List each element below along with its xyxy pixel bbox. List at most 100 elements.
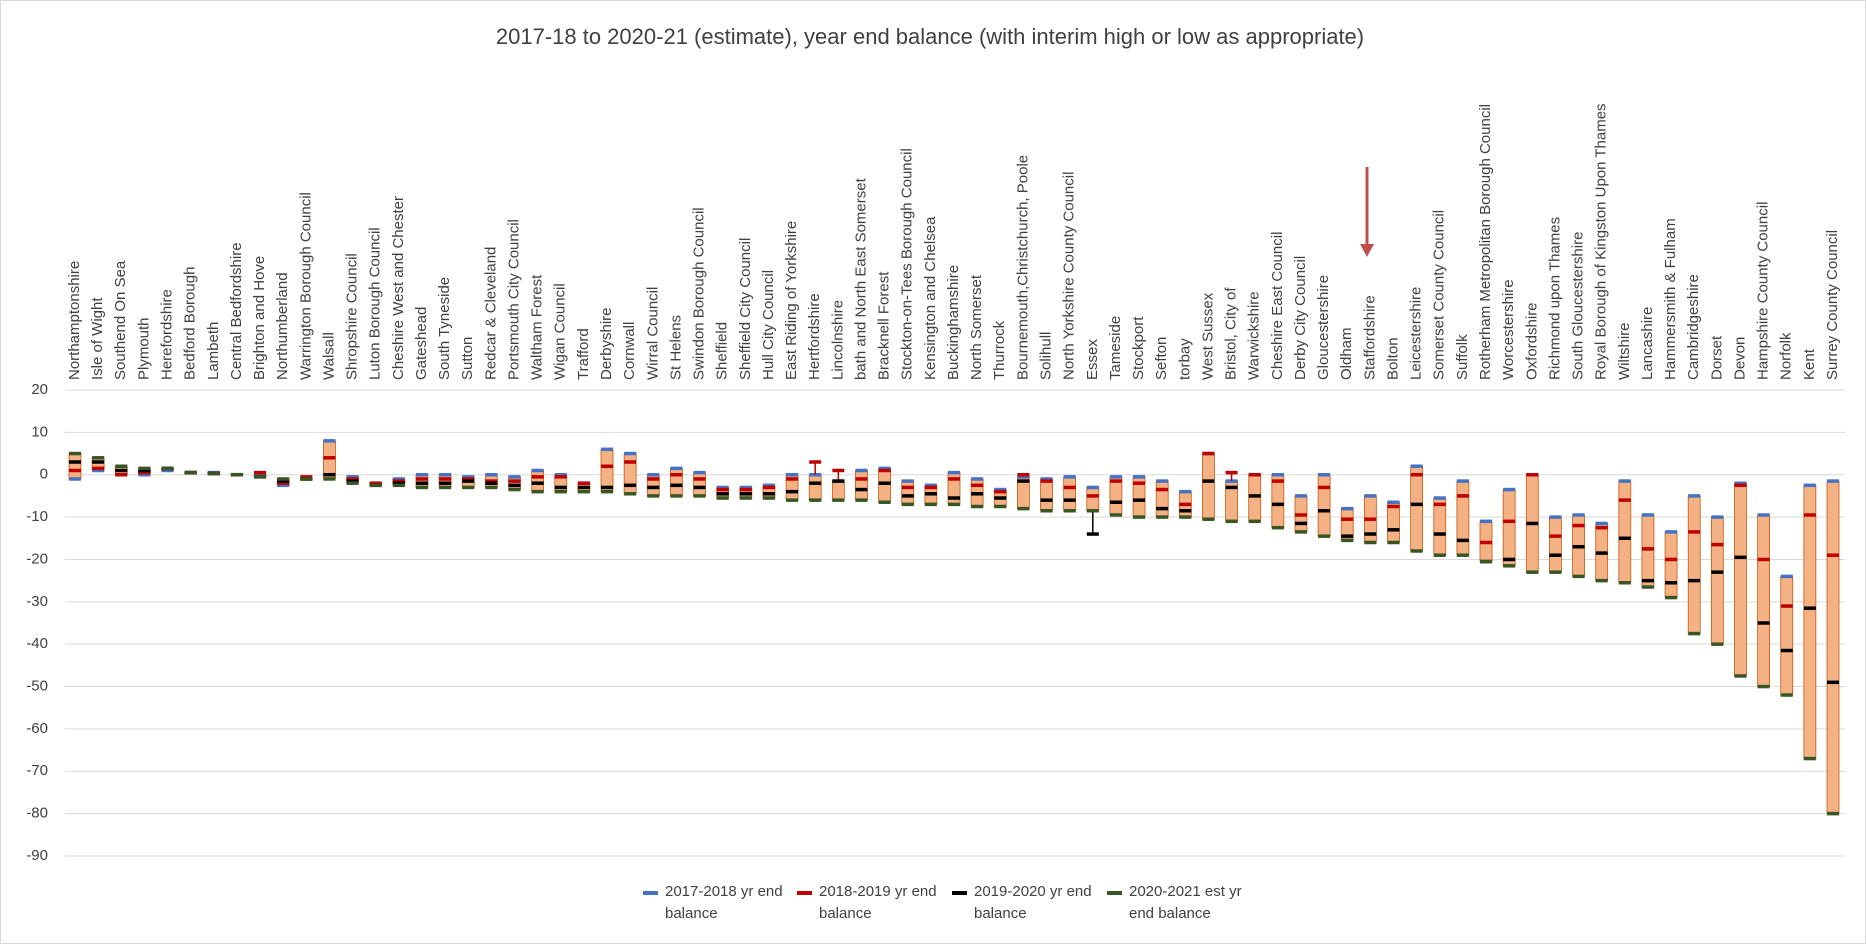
x-tick-label: North Yorkshire County Council <box>1061 172 1078 380</box>
bar <box>1710 516 1724 645</box>
y-tick-label: -10 <box>26 508 48 525</box>
y-tick-label: -50 <box>26 678 48 695</box>
x-tick-label: Redcar & Cleveland <box>482 247 499 380</box>
bar <box>1664 531 1678 598</box>
legend-item: 2018-2019 yr end balance <box>797 881 939 925</box>
x-tick-label: Bristol, City of <box>1223 287 1240 380</box>
bar <box>901 480 915 505</box>
y-tick-label: -20 <box>26 550 48 567</box>
x-tick-label: Sefton <box>1153 337 1170 380</box>
legend-swatch <box>797 891 812 895</box>
bar <box>1502 489 1516 567</box>
x-tick-label: Hammersmith & Fulham <box>1662 218 1679 380</box>
x-tick-label: North Somerset <box>968 274 985 380</box>
x-tick-label: Brighton and Hove <box>251 256 268 380</box>
bar <box>1803 484 1817 759</box>
legend-item: 2020-2021 est yr end balance <box>1107 881 1249 925</box>
x-tick-label: Walsall <box>320 332 337 380</box>
bar <box>1040 478 1053 512</box>
x-tick-label: Worcestershire <box>1500 279 1517 380</box>
bar <box>1687 495 1701 634</box>
y-tick-label: -40 <box>26 635 48 652</box>
x-tick-label: Warrington Borough Council <box>297 192 314 380</box>
x-tick-label: Swindon Borough Council <box>691 207 708 380</box>
x-tick-label: bath and North East Somerset <box>852 177 869 380</box>
x-tick-label: Northamptonshire <box>66 261 83 380</box>
x-tick-label: Surrey County Council <box>1824 230 1841 380</box>
x-tick-label: Warwickshire <box>1246 291 1263 380</box>
x-tick-label: Bracknell Forest <box>876 271 893 380</box>
x-tick-label: Somerset County Council <box>1431 210 1448 380</box>
bar <box>1155 480 1169 518</box>
x-tick-label: Stockton-on-Tees Borough Council <box>899 148 916 380</box>
bar <box>1387 501 1400 543</box>
x-tick-label: Luton Borough Council <box>367 227 384 380</box>
x-tick-label: Stockport <box>1130 316 1147 380</box>
x-tick-label: Lambeth <box>205 322 222 380</box>
x-tick-label: Essex <box>1084 339 1101 380</box>
x-tick-label: Wiltshire <box>1616 322 1633 380</box>
x-tick-label: Bolton <box>1384 337 1401 380</box>
bar <box>600 448 614 493</box>
y-tick-label: 0 <box>40 466 48 483</box>
x-tick-label: Solihull <box>1037 332 1054 380</box>
bar <box>68 453 82 480</box>
x-tick-label: Suffolk <box>1454 334 1471 380</box>
x-tick-label: Devon <box>1731 337 1748 380</box>
x-tick-label: Leicestershire <box>1408 287 1425 380</box>
x-tick-label: Portsmouth City Council <box>505 219 522 380</box>
legend-swatch <box>1107 891 1122 895</box>
x-tick-label: Southend On Sea <box>112 260 129 380</box>
x-tick-label: South Tyneside <box>436 277 453 380</box>
y-tick-label: 10 <box>31 423 48 440</box>
x-tick-label: Cheshire East Council <box>1269 232 1286 380</box>
bar <box>1641 514 1655 588</box>
x-tick-label: Sheffield <box>714 322 731 380</box>
bar <box>1410 465 1424 552</box>
bar <box>1757 514 1771 687</box>
x-tick-label: Oldham <box>1338 327 1355 380</box>
x-tick-label: West Sussex <box>1199 292 1216 380</box>
chart-title: 2017-18 to 2020-21 (estimate), year end … <box>496 24 1364 49</box>
x-tick-label: Bournemouth,Christchurch, Poole <box>1014 155 1031 380</box>
bar <box>670 467 683 497</box>
bar <box>1086 487 1100 512</box>
x-tick-label: Shropshire Council <box>344 253 361 380</box>
bar <box>1549 516 1562 573</box>
x-tick-label: Royal Borough of Kingston Upon Thames <box>1593 103 1610 380</box>
y-tick-label: -30 <box>26 593 48 610</box>
bar <box>1202 453 1215 520</box>
legend-label: 2017-2018 yr end balance <box>665 883 783 922</box>
legend-item: 2019-2020 yr end balance <box>952 881 1094 925</box>
x-tick-label: Waltham Forest <box>529 274 546 380</box>
legend-item: 2017-2018 yr end balance <box>643 881 785 925</box>
x-tick-label: Tameside <box>1107 316 1124 380</box>
x-tick-label: Cornwall <box>621 322 638 380</box>
x-tick-label: Thurrock <box>991 320 1008 380</box>
x-tick-label: Plymouth <box>135 317 152 380</box>
legend-label: 2019-2020 yr end balance <box>974 883 1092 922</box>
x-tick-label: Richmond upon Thames <box>1546 217 1563 380</box>
x-tick-label: Buckinghamshire <box>945 265 962 380</box>
bar <box>878 467 892 503</box>
x-tick-label: Herefordshire <box>158 289 175 380</box>
x-tick-label: torbay <box>1176 338 1193 380</box>
x-tick-label: Wigan Council <box>552 283 569 380</box>
bar <box>808 474 822 501</box>
x-tick-label: Derbyshire <box>598 307 615 380</box>
legend-swatch <box>643 891 658 895</box>
bar <box>531 470 545 493</box>
x-tick-label: Northumberland <box>274 272 291 380</box>
x-tick-label: Isle of Wight <box>89 297 106 380</box>
x-tick-label: East Riding of Yorkshire <box>783 221 800 380</box>
y-tick-label: 20 <box>31 381 48 398</box>
legend-label: 2018-2019 yr end balance <box>819 883 937 922</box>
bar <box>831 480 845 501</box>
x-tick-label: Gateshead <box>413 307 430 380</box>
bar <box>438 474 452 488</box>
bar <box>1826 480 1840 815</box>
x-tick-label: Trafford <box>575 328 592 380</box>
